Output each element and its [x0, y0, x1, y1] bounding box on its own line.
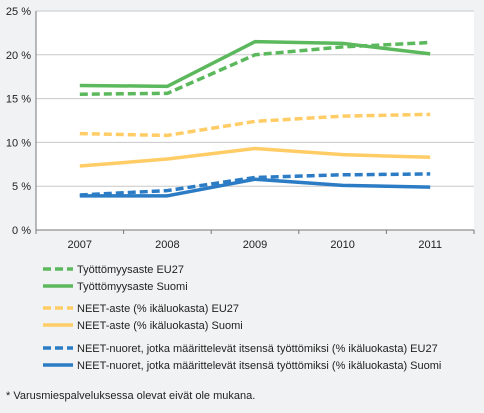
y-tick-label: 0 % — [12, 225, 31, 237]
legend-label: NEET-nuoret, jotka määrittelevät itsensä… — [77, 360, 441, 372]
y-tick-label: 5 % — [12, 181, 31, 193]
legend-label: Työttömyysaste EU27 — [77, 264, 184, 276]
legend-label: NEET-aste (% ikäluokasta) Suomi — [77, 320, 243, 332]
x-tick-label: 2008 — [155, 239, 179, 251]
x-tick-label: 2009 — [243, 239, 267, 251]
legend-label: NEET-aste (% ikäluokasta) EU27 — [77, 303, 239, 315]
series-line-3 — [79, 112, 431, 138]
x-tick-label: 2010 — [330, 239, 354, 251]
x-tick-label: 2007 — [68, 239, 92, 251]
x-tick-label: 2011 — [418, 239, 442, 251]
footnote: * Varusmiespalveluksessa olevat eivät ol… — [6, 390, 255, 402]
x-axis: 2007 2008 2009 2010 2011 — [35, 229, 475, 251]
series-lines — [79, 39, 431, 198]
legend: Työttömyysaste EU27 Työttömyysaste Suomi N… — [43, 264, 441, 372]
y-tick-label: 15 % — [6, 94, 31, 106]
y-axis: 0 % 5 % 10 % 15 % 20 % 25 % — [6, 6, 37, 237]
series-line-6 — [79, 177, 431, 198]
y-tick-label: 20 % — [6, 50, 31, 62]
legend-label: NEET-nuoret, jotka määrittelevät itsensä… — [77, 343, 438, 355]
series-line-4 — [79, 146, 431, 168]
y-tick-label: 10 % — [6, 137, 31, 149]
series-line-5 — [79, 172, 431, 197]
series-line-2 — [79, 39, 431, 89]
y-tick-label: 25 % — [6, 6, 31, 18]
legend-label: Työttömyysaste Suomi — [77, 281, 188, 293]
